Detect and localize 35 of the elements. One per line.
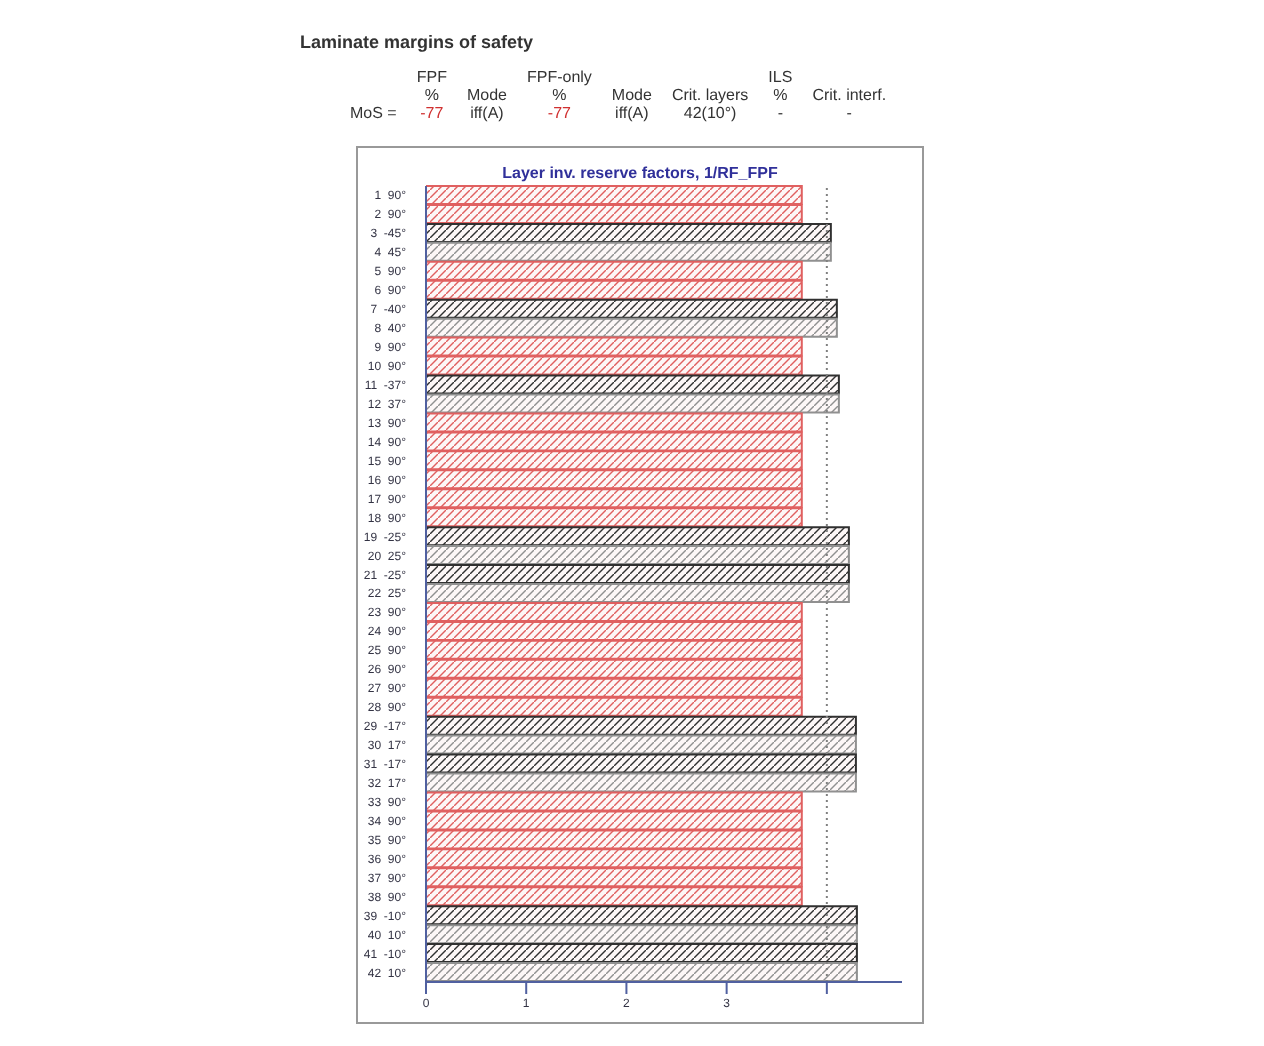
bar	[426, 734, 857, 755]
text: FPF-only %	[524, 68, 594, 104]
text: Crit. interf.	[810, 84, 889, 104]
bar	[426, 943, 858, 964]
bar	[426, 924, 858, 945]
bar	[426, 298, 838, 319]
chart-title: Layer inv. reserve factors, 1/RF_FPF	[500, 164, 780, 182]
bar	[426, 905, 858, 926]
text: -	[844, 104, 854, 122]
bar	[426, 374, 840, 395]
bar	[426, 583, 850, 603]
text: FPF %	[414, 68, 449, 104]
bar	[426, 772, 857, 793]
bar	[426, 317, 838, 338]
bar	[426, 241, 832, 262]
text: -77	[545, 104, 573, 122]
text: Mode	[609, 84, 654, 104]
bar	[426, 222, 832, 243]
bar	[426, 962, 858, 983]
bar	[426, 715, 857, 736]
bar	[426, 393, 840, 414]
bar	[426, 564, 850, 585]
text: iff(A)	[613, 104, 651, 122]
bar	[426, 526, 850, 547]
bar	[426, 753, 857, 774]
bar	[426, 545, 850, 566]
text: -77	[418, 104, 446, 122]
text: -	[775, 104, 786, 122]
text: iff(A)	[468, 104, 506, 122]
text: Laminate margins of safety	[300, 32, 536, 52]
text: 42(10°)	[681, 104, 739, 122]
text: ILS %	[766, 68, 795, 104]
text: MoS =	[348, 104, 399, 122]
text: Mode	[464, 84, 509, 104]
text: Crit. layers	[669, 84, 751, 104]
